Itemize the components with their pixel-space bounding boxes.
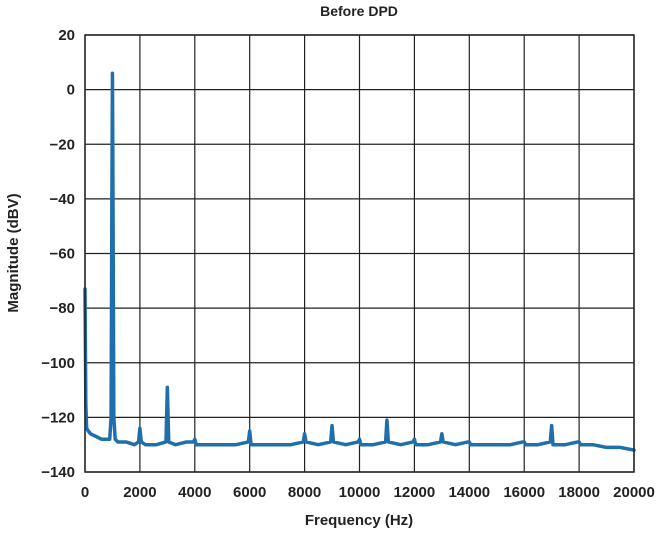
x-tick-label: 10000: [339, 484, 381, 501]
x-tick-label: 0: [81, 484, 89, 501]
y-tick-label: −120: [41, 409, 75, 426]
x-tick-label: 6000: [233, 484, 266, 501]
y-tick-label: −40: [50, 191, 75, 208]
x-axis-label: Frequency (Hz): [305, 512, 413, 529]
x-tick-label: 8000: [288, 484, 321, 501]
y-tick-label: −60: [50, 246, 75, 263]
y-axis-label: Magnitude (dBV): [5, 193, 22, 312]
x-tick-label: 4000: [178, 484, 211, 501]
x-tick-label: 18000: [558, 484, 600, 501]
y-tick-labels: 20 0 −20 −40 −60 −80 −100 −120 −140: [41, 27, 75, 481]
series-group: [83, 71, 636, 452]
spectrum-line: [83, 71, 636, 452]
x-tick-labels: 0 2000 4000 6000 8000 10000 12000 14000 16000 180…: [81, 484, 655, 501]
chart-title: Before DPD: [320, 3, 398, 19]
x-tick-label: 16000: [503, 484, 545, 501]
y-tick-label: −100: [41, 355, 75, 372]
y-tick-label: −80: [50, 300, 75, 317]
plot-frame: [84, 34, 635, 473]
y-tick-label: 0: [67, 82, 75, 99]
x-tick-label: 14000: [448, 484, 490, 501]
x-tick-label: 12000: [394, 484, 436, 501]
y-tick-label: −140: [41, 464, 75, 481]
y-tick-label: 20: [58, 27, 75, 44]
x-tick-label: 20000: [613, 484, 655, 501]
y-tick-label: −20: [50, 136, 75, 153]
x-tick-label: 2000: [123, 484, 156, 501]
